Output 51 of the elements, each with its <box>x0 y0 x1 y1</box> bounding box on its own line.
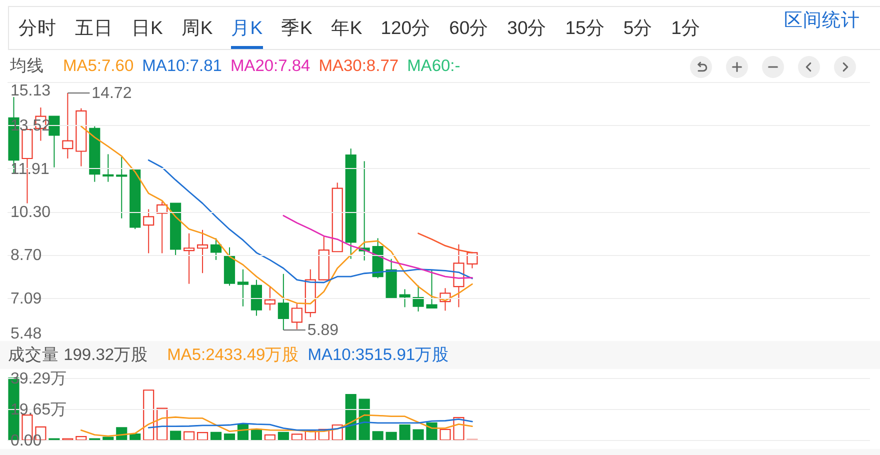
text: 15分 <box>565 16 605 40</box>
text: 周K <box>181 16 213 40</box>
bar <box>440 428 451 441</box>
bar <box>412 429 424 441</box>
bar <box>264 434 276 441</box>
text: 五日 <box>75 16 113 40</box>
bar <box>184 431 195 441</box>
text: 年K <box>330 16 362 40</box>
text: MA20:7.84 <box>230 56 310 76</box>
y-tick-label: 7.09 <box>10 290 42 308</box>
bar <box>170 430 182 441</box>
y-tick-label: 15.13 <box>10 82 51 100</box>
text: MA10:3515.91万股 <box>308 345 450 366</box>
text: 日K <box>132 16 163 40</box>
bar <box>143 390 154 441</box>
bar <box>345 394 356 441</box>
bar <box>196 432 208 441</box>
chart-title: 成交量 199.32万股 <box>8 345 148 366</box>
bar <box>224 433 236 441</box>
y-tick-label: 19.65万 <box>10 401 67 418</box>
y-tick-label: 11.91 <box>10 160 50 178</box>
text: 月K <box>231 16 263 40</box>
legend-title: 均线 <box>10 56 44 77</box>
bar <box>386 432 397 441</box>
text: MA10:7.81 <box>142 56 222 76</box>
bar <box>399 424 410 441</box>
text: 5分 <box>623 16 653 40</box>
line-series <box>148 418 473 431</box>
annotation: 14.72 <box>92 85 132 102</box>
text: 120分 <box>380 16 431 40</box>
text: MA30:8.77 <box>318 56 399 76</box>
y-tick-label: 10.30 <box>10 204 51 222</box>
text: 60分 <box>449 16 489 40</box>
y-tick-label: 5.48 <box>10 326 42 342</box>
y-tick-label: 39.29万 <box>10 370 67 388</box>
legend-label: MA60:- <box>407 56 460 76</box>
text: MA5:7.60 <box>63 56 134 76</box>
text: 1分 <box>671 16 700 40</box>
text: 30分 <box>507 16 547 40</box>
bar <box>291 434 302 441</box>
bar <box>426 422 438 441</box>
bar <box>210 432 222 441</box>
bar <box>278 432 289 441</box>
text: 区间统计 <box>784 8 860 32</box>
text: MA5:2433.49万股 <box>167 345 300 366</box>
text: 分时 <box>18 16 56 40</box>
bar <box>372 431 384 441</box>
y-tick-label: 8.70 <box>10 247 42 264</box>
line-series <box>80 414 473 437</box>
text: 季K <box>281 16 312 40</box>
annotation: 5.89 <box>307 322 339 339</box>
